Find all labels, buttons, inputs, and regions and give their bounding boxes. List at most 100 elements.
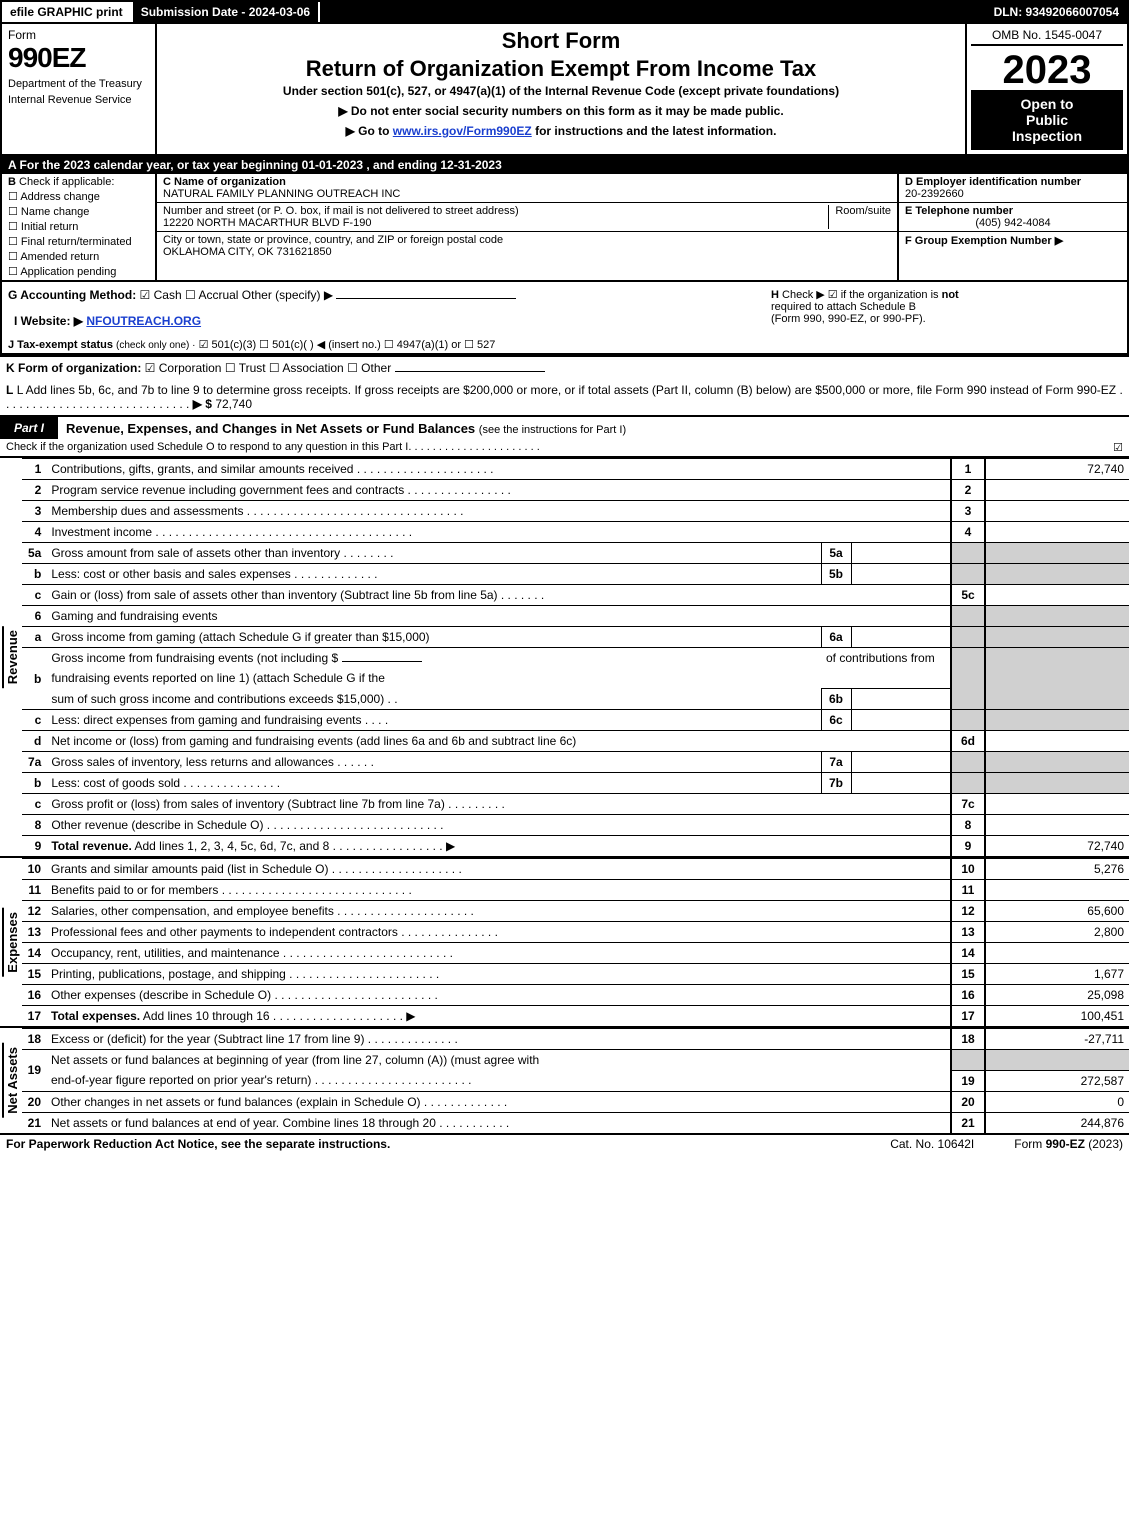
g-cash[interactable]: Cash xyxy=(140,288,182,302)
line-9-desc2: Add lines 1, 2, 3, 4, 5c, 6d, 7c, and 8 xyxy=(132,839,329,853)
part1-sub: Check if the organization used Schedule … xyxy=(0,439,1129,456)
j-row: J Tax-exempt status (check only one) · 5… xyxy=(2,336,1127,355)
table-row: 19Net assets or fund balances at beginni… xyxy=(22,1050,1129,1071)
part1-note: (see the instructions for Part I) xyxy=(479,424,626,436)
line-19-value: 272,587 xyxy=(985,1070,1129,1091)
omb-number: OMB No. 1545-0047 xyxy=(971,28,1123,46)
chk-name-change[interactable]: Name change xyxy=(8,205,149,218)
addr-label: Number and street (or P. O. box, if mail… xyxy=(163,205,519,217)
line-14-desc: Occupancy, rent, utilities, and maintena… xyxy=(51,946,280,960)
table-row: 6Gaming and fundraising events xyxy=(22,606,1129,627)
chk-initial-return[interactable]: Initial return xyxy=(8,220,149,233)
line-12-value: 65,600 xyxy=(985,901,1129,922)
table-row: 14Occupancy, rent, utilities, and mainte… xyxy=(22,943,1129,964)
k-trust[interactable]: Trust xyxy=(225,361,266,375)
k-corporation[interactable]: Corporation xyxy=(145,361,222,375)
part1-header: Part I Revenue, Expenses, and Changes in… xyxy=(0,415,1129,439)
h-block: H Check ▶ if the organization is not req… xyxy=(771,288,1121,330)
line-6b-desc4: sum of such gross income and contributio… xyxy=(51,692,384,706)
line-17-desc2: Add lines 10 through 16 xyxy=(140,1009,269,1023)
table-row: 4Investment income . . . . . . . . . . .… xyxy=(22,522,1129,543)
dept-treasury: Department of the Treasury xyxy=(8,78,149,90)
k-other[interactable]: Other xyxy=(347,361,391,375)
table-row: 5aGross amount from sale of assets other… xyxy=(22,543,1129,564)
form-word: Form xyxy=(8,28,149,42)
b-label: B xyxy=(8,176,16,188)
page-footer: For Paperwork Reduction Act Notice, see … xyxy=(0,1133,1129,1153)
form-header: Form 990EZ Department of the Treasury In… xyxy=(0,24,1129,156)
g-other[interactable]: Other (specify) ▶ xyxy=(242,288,333,302)
table-row: end-of-year figure reported on prior yea… xyxy=(22,1070,1129,1091)
k-other-blank[interactable] xyxy=(395,371,545,372)
ein: 20-2392660 xyxy=(905,188,1121,200)
tax-year: 2023 xyxy=(971,50,1123,90)
line-20-value: 0 xyxy=(985,1091,1129,1112)
line-18-desc: Excess or (deficit) for the year (Subtra… xyxy=(51,1032,364,1046)
line-13-desc: Professional fees and other payments to … xyxy=(51,925,398,939)
d-label: D Employer identification number xyxy=(905,176,1121,188)
g-other-blank[interactable] xyxy=(336,298,516,299)
chk-application-pending[interactable]: Application pending xyxy=(8,265,149,278)
part1-sub-text: Check if the organization used Schedule … xyxy=(6,441,408,454)
website-row: I Website: ▶ NFOUTREACH.ORG xyxy=(8,312,771,330)
j-527[interactable]: 527 xyxy=(464,339,495,351)
org-name: NATURAL FAMILY PLANNING OUTREACH INC xyxy=(163,188,400,200)
revenue-block: Revenue 1 Contributions, gifts, grants, … xyxy=(0,456,1129,856)
line-17-desc: Total expenses. xyxy=(51,1009,140,1023)
paperwork-notice: For Paperwork Reduction Act Notice, see … xyxy=(6,1137,390,1151)
line-5b-desc: Less: cost or other basis and sales expe… xyxy=(51,567,290,581)
line-6b-blank[interactable] xyxy=(342,661,422,662)
line-6d-desc: Net income or (loss) from gaming and fun… xyxy=(46,731,951,752)
form-id-block: Form 990EZ Department of the Treasury In… xyxy=(2,24,157,154)
chk-amended-return[interactable]: Amended return xyxy=(8,250,149,263)
j-4947[interactable]: 4947(a)(1) or xyxy=(384,339,461,351)
part1-sub-dots: . . . . . . . . . . . . . . . . . . . . … xyxy=(408,441,539,454)
line-9-value: 72,740 xyxy=(985,836,1129,857)
line-7a-desc: Gross sales of inventory, less returns a… xyxy=(51,755,334,769)
goto-post: for instructions and the latest informat… xyxy=(532,124,777,138)
line-9-desc: Total revenue. xyxy=(51,839,131,853)
table-row: 7aGross sales of inventory, less returns… xyxy=(22,752,1129,773)
col-num: 1 xyxy=(951,459,985,480)
line-8-desc: Other revenue (describe in Schedule O) xyxy=(51,818,263,832)
c-name-row: C Name of organization NATURAL FAMILY PL… xyxy=(157,174,897,203)
chk-address-change[interactable]: Address change xyxy=(8,190,149,203)
cat-no: Cat. No. 10642I xyxy=(890,1137,974,1151)
line-10-value: 5,276 xyxy=(985,859,1129,880)
form-ref-num: 990-EZ xyxy=(1046,1137,1085,1151)
part1-schedule-o-check[interactable] xyxy=(1113,441,1123,454)
chk-final-return[interactable]: Final return/terminated xyxy=(8,235,149,248)
g-block: G Accounting Method: Cash Accrual Other … xyxy=(8,288,771,330)
h-not: not xyxy=(942,289,959,301)
goto-link[interactable]: www.irs.gov/Form990EZ xyxy=(393,124,532,138)
table-row: 11Benefits paid to or for members . . . … xyxy=(22,880,1129,901)
line-6c-desc: Less: direct expenses from gaming and fu… xyxy=(51,713,361,727)
line-num: 1 xyxy=(22,459,46,480)
col-c: C Name of organization NATURAL FAMILY PL… xyxy=(157,174,897,280)
line-5c-desc: Gain or (loss) from sale of assets other… xyxy=(51,588,497,602)
table-row: cGain or (loss) from sale of assets othe… xyxy=(22,585,1129,606)
line-7b-desc: Less: cost of goods sold xyxy=(51,776,180,790)
k-association[interactable]: Association xyxy=(269,361,344,375)
e-block: E Telephone number (405) 942-4084 xyxy=(899,203,1127,232)
l-label: L xyxy=(6,383,13,397)
line-a: A For the 2023 calendar year, or tax yea… xyxy=(2,156,1127,174)
netassets-vert-label: Net Assets xyxy=(2,1043,21,1118)
h-text2: if the organization is xyxy=(841,289,942,301)
line-6b-desc3: fundraising events reported on line 1) (… xyxy=(46,668,951,689)
inspection-box: Open to Public Inspection xyxy=(971,90,1123,150)
line-20-desc: Other changes in net assets or fund bala… xyxy=(51,1095,421,1109)
city-label: City or town, state or province, country… xyxy=(163,234,503,246)
l-amount: 72,740 xyxy=(215,397,252,411)
j-501c[interactable]: 501(c)( ) ◀ (insert no.) xyxy=(259,339,381,351)
line-21-value: 244,876 xyxy=(985,1112,1129,1133)
revenue-vert-label: Revenue xyxy=(2,626,21,688)
table-row: 9Total revenue. Add lines 1, 2, 3, 4, 5c… xyxy=(22,836,1129,857)
part1-title-text: Revenue, Expenses, and Changes in Net As… xyxy=(66,421,475,436)
netassets-block: Net Assets 18Excess or (deficit) for the… xyxy=(0,1026,1129,1133)
h-checkbox[interactable] xyxy=(828,289,841,301)
website-link[interactable]: NFOUTREACH.ORG xyxy=(86,314,201,328)
j-501c3[interactable]: 501(c)(3) xyxy=(199,339,257,351)
line-15-value: 1,677 xyxy=(985,964,1129,985)
g-accrual[interactable]: Accrual xyxy=(185,288,238,302)
